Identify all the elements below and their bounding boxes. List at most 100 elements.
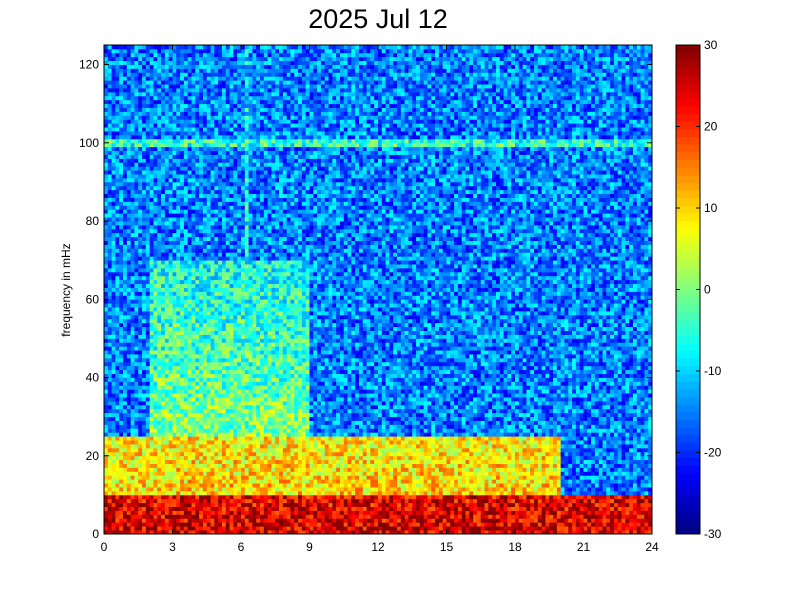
heatmap-cell (199, 275, 204, 281)
heatmap-cell (107, 60, 113, 65)
heatmap-cell (134, 228, 139, 234)
heatmap-cell (187, 428, 192, 433)
heatmap-cell (130, 299, 135, 304)
heatmap-cell (214, 103, 219, 108)
heatmap-cell (221, 404, 227, 410)
heatmap-cell (145, 224, 151, 230)
heatmap-cell (149, 267, 154, 273)
heatmap-cell (164, 483, 170, 488)
heatmap-cell (187, 361, 192, 367)
heatmap-cell (191, 361, 196, 367)
heatmap-cell (123, 440, 128, 445)
heatmap-cell (134, 459, 139, 464)
heatmap-cell (107, 342, 113, 347)
heatmap-cell (244, 342, 250, 347)
heatmap-cell (176, 189, 181, 195)
heatmap-cell (145, 88, 151, 93)
heatmap-cell (244, 530, 250, 535)
heatmap-cell (241, 252, 246, 257)
heatmap-cell (149, 170, 154, 175)
heatmap-cell (145, 72, 151, 77)
heatmap-cell (214, 338, 219, 343)
heatmap-cell (119, 451, 124, 457)
heatmap-cell (153, 354, 158, 359)
heatmap-cell (164, 158, 170, 163)
heatmap-cell (111, 232, 116, 238)
heatmap-cell (168, 99, 173, 105)
heatmap-cell (244, 150, 250, 155)
heatmap-cell (237, 357, 242, 363)
heatmap-cell (187, 424, 192, 429)
heatmap-cell (164, 494, 170, 500)
heatmap-cell (134, 420, 139, 425)
heatmap-cell (104, 522, 109, 527)
heatmap-cell (244, 455, 250, 461)
heatmap-cell (241, 201, 246, 206)
heatmap-cell (172, 451, 177, 457)
heatmap-cell (206, 287, 211, 292)
heatmap-cell (130, 522, 135, 527)
heatmap-cell (168, 260, 173, 265)
heatmap-cell (199, 432, 204, 437)
heatmap-cell (180, 224, 185, 230)
heatmap-cell (130, 334, 135, 339)
heatmap-cell (221, 224, 227, 230)
heatmap-cell (176, 475, 181, 480)
heatmap-cell (104, 393, 109, 398)
heatmap-cell (107, 424, 113, 429)
heatmap-cell (115, 60, 120, 65)
heatmap-cell (187, 138, 192, 144)
heatmap-cell (126, 150, 132, 155)
heatmap-cell (134, 467, 139, 472)
heatmap-cell (161, 123, 166, 128)
heatmap-cell (111, 150, 116, 155)
heatmap-cell (195, 526, 200, 531)
heatmap-cell (149, 142, 154, 148)
heatmap-cell (142, 510, 147, 515)
heatmap-cell (157, 365, 162, 371)
heatmap-cell (149, 154, 154, 159)
heatmap-cell (134, 393, 139, 398)
heatmap-cell (149, 530, 154, 535)
heatmap-cell (195, 123, 200, 128)
heatmap-cell (191, 107, 196, 112)
heatmap-cell (241, 127, 246, 132)
heatmap-cell (229, 48, 234, 54)
heatmap-cell (168, 95, 173, 101)
heatmap-cell (252, 295, 257, 300)
heatmap-cell (145, 440, 151, 445)
heatmap-cell (119, 432, 124, 437)
heatmap-cell (176, 115, 181, 120)
heatmap-cell (168, 311, 173, 316)
heatmap-cell (221, 174, 227, 179)
heatmap-cell (176, 99, 181, 105)
heatmap-cell (180, 244, 185, 249)
heatmap-cell (130, 373, 135, 378)
heatmap-cell (237, 295, 242, 300)
heatmap-cell (149, 64, 154, 69)
heatmap-cell (210, 197, 215, 202)
heatmap-cell (214, 444, 219, 449)
heatmap-cell (126, 291, 132, 296)
heatmap-cell (195, 432, 200, 437)
heatmap-cell (244, 361, 250, 367)
heatmap-cell (130, 252, 135, 257)
heatmap-cell (180, 404, 185, 410)
heatmap-cell (195, 48, 200, 54)
heatmap-cell (115, 197, 120, 202)
heatmap-cell (161, 193, 166, 198)
heatmap-cell (218, 377, 223, 382)
heatmap-cell (142, 530, 147, 535)
heatmap-cell (218, 107, 223, 112)
heatmap-cell (176, 451, 181, 457)
heatmap-cell (229, 416, 234, 421)
heatmap-cell (237, 311, 242, 316)
heatmap-cell (221, 201, 227, 206)
heatmap-cell (221, 291, 227, 296)
heatmap-cell (142, 295, 147, 300)
heatmap-cell (104, 502, 109, 508)
heatmap-cell (233, 45, 238, 50)
heatmap-cell (248, 334, 253, 339)
heatmap-cell (225, 369, 230, 375)
heatmap-cell (225, 365, 230, 371)
